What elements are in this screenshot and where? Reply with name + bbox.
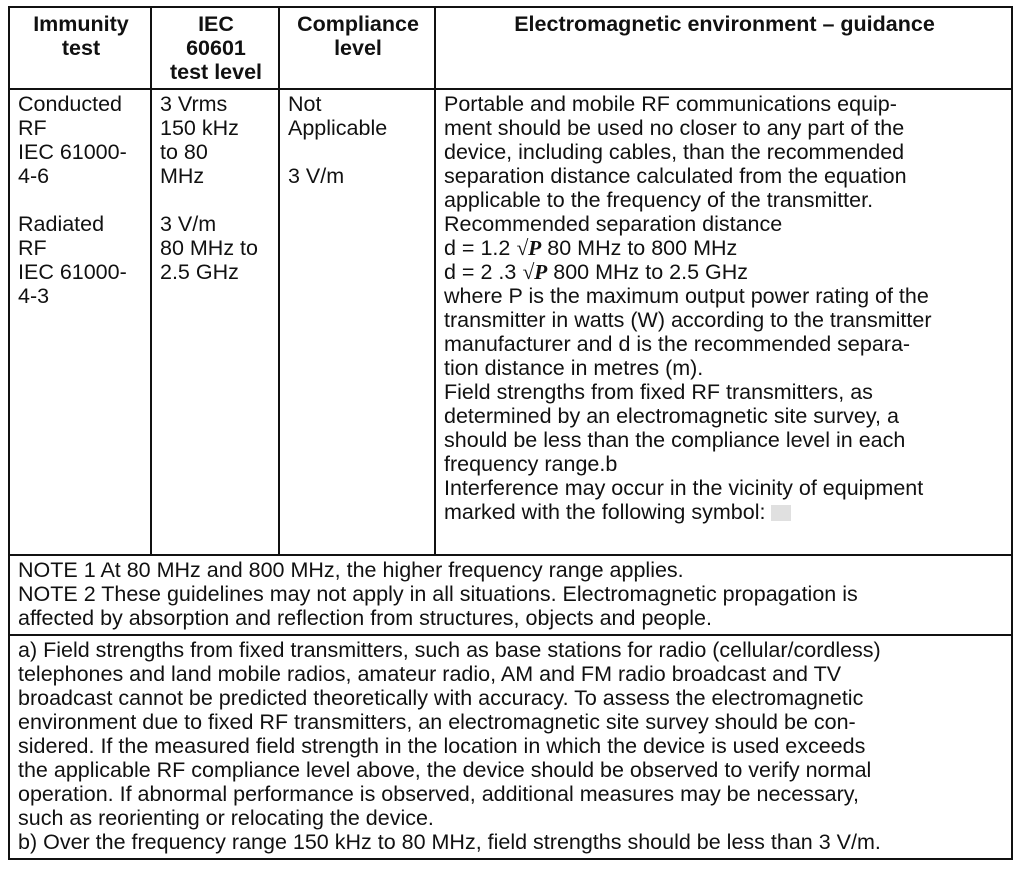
- footnote-line: telephones and land mobile radios, amate…: [18, 662, 842, 686]
- footnote-line: such as reorienting or relocating the de…: [18, 806, 434, 830]
- header-compliance-level: Compliance level: [278, 6, 436, 90]
- line: determined by an electromagnetic site su…: [444, 404, 899, 428]
- table-row: Conducted RF IEC 61000- 4-6 Radiated RF IEC 6…: [8, 88, 1013, 556]
- line: IEC 61000-: [18, 140, 127, 164]
- line: manufacturer and d is the recommended se…: [444, 332, 911, 356]
- line: to 80: [160, 140, 208, 164]
- line: Field strengths from fixed RF transmitte…: [444, 380, 873, 404]
- header-line: test: [61, 36, 101, 60]
- line: Radiated: [18, 212, 105, 236]
- line: applicable to the frequency of the trans…: [444, 188, 874, 212]
- line: Conducted: [18, 92, 122, 116]
- line: marked with the following symbol:: [444, 500, 1005, 524]
- immunity-test-cell: Conducted RF IEC 61000- 4-6 Radiated RF IEC 6…: [8, 88, 152, 556]
- note: affected by absorption and reflection fr…: [18, 606, 712, 630]
- formula-1: d = 1.2 √P 80 MHz to 800 MHz: [444, 236, 1005, 260]
- formula-prefix: d = 2 .3: [444, 260, 517, 284]
- footnotes-row: a) Field strengths from fixed transmitte…: [8, 634, 1013, 860]
- footnote-line: environment due to fixed RF transmitters…: [18, 710, 856, 734]
- line: 3 V/m: [288, 164, 345, 188]
- line: ment should be used no closer to any par…: [444, 116, 905, 140]
- formula-range: 80 MHz to 800 MHz: [547, 236, 738, 260]
- line: Applicable: [288, 116, 388, 140]
- immunity-table: Immunity test IEC 60601 test level Complian…: [8, 6, 1013, 860]
- line: transmitter in watts (W) according to th…: [444, 308, 932, 332]
- line: 3 V/m: [160, 212, 217, 236]
- line: tion distance in metres (m).: [444, 356, 704, 380]
- header-immunity-test: Immunity test: [8, 6, 152, 90]
- line: RF: [18, 236, 47, 260]
- line: Portable and mobile RF communications eq…: [444, 92, 897, 116]
- header-line: Electromagnetic environment – guidance: [514, 12, 935, 36]
- footnote-line: a) Field strengths from fixed transmitte…: [18, 638, 881, 662]
- formula-prefix: d = 1.2: [444, 236, 511, 260]
- footnote-line: broadcast cannot be predicted theoretica…: [18, 686, 864, 710]
- notes-row: NOTE 1 At 80 MHz and 800 MHz, the higher…: [8, 554, 1013, 636]
- header-test-level: IEC 60601 test level: [150, 6, 280, 90]
- line: Not: [288, 92, 322, 116]
- sqrt-p: √P: [522, 260, 548, 284]
- line: where P is the maximum output power rati…: [444, 284, 929, 308]
- line: 3 Vrms: [160, 92, 228, 116]
- footnote-line: the applicable RF compliance level above…: [18, 758, 872, 782]
- header-line: Compliance: [297, 12, 419, 36]
- note: NOTE 2 These guidelines may not apply in…: [18, 582, 858, 606]
- line: MHz: [160, 164, 205, 188]
- symbol-text: marked with the following symbol:: [444, 500, 766, 524]
- line: IEC 61000-: [18, 260, 127, 284]
- footnote-line: sidered. If the measured field strength …: [18, 734, 866, 758]
- line: 4-6: [18, 164, 50, 188]
- header-line: Immunity: [33, 12, 129, 36]
- footnote-line: b) Over the frequency range 150 kHz to 8…: [18, 830, 881, 854]
- header-row: Immunity test IEC 60601 test level Complian…: [8, 6, 1013, 90]
- header-line: 60601: [186, 36, 246, 60]
- note: NOTE 1 At 80 MHz and 800 MHz, the higher…: [18, 558, 684, 582]
- footnotes-cell: a) Field strengths from fixed transmitte…: [8, 634, 1013, 860]
- line: device, including cables, than the recom…: [444, 140, 905, 164]
- footnote-line: operation. If abnormal performance is ob…: [18, 782, 859, 806]
- non-ionizing-radiation-icon: [771, 505, 792, 522]
- line: 4-3: [18, 284, 50, 308]
- header-line: test level: [169, 60, 263, 84]
- line: RF: [18, 116, 47, 140]
- line: 2.5 GHz: [160, 260, 239, 284]
- line: frequency range.b: [444, 452, 618, 476]
- notes-cell: NOTE 1 At 80 MHz and 800 MHz, the higher…: [8, 554, 1013, 636]
- formula-range: 800 MHz to 2.5 GHz: [553, 260, 749, 284]
- line: separation distance calculated from the …: [444, 164, 907, 188]
- guidance-cell: Portable and mobile RF communications eq…: [434, 88, 1013, 556]
- header-line: IEC: [198, 12, 234, 36]
- test-level-cell: 3 Vrms 150 kHz to 80 MHz 3 V/m 80 MHz to 2.5 …: [150, 88, 280, 556]
- line: 80 MHz to: [160, 236, 258, 260]
- compliance-level-cell: Not Applicable 3 V/m: [278, 88, 436, 556]
- header-guidance: Electromagnetic environment – guidance: [434, 6, 1013, 90]
- header-line: level: [334, 36, 382, 60]
- sqrt-p: √P: [516, 236, 542, 260]
- line: should be less than the compliance level…: [444, 428, 906, 452]
- line: 150 kHz: [160, 116, 239, 140]
- formula-2: d = 2 .3 √P 800 MHz to 2.5 GHz: [444, 260, 1005, 284]
- line: Recommended separation distance: [444, 212, 783, 236]
- line: Interference may occur in the vicinity o…: [444, 476, 924, 500]
